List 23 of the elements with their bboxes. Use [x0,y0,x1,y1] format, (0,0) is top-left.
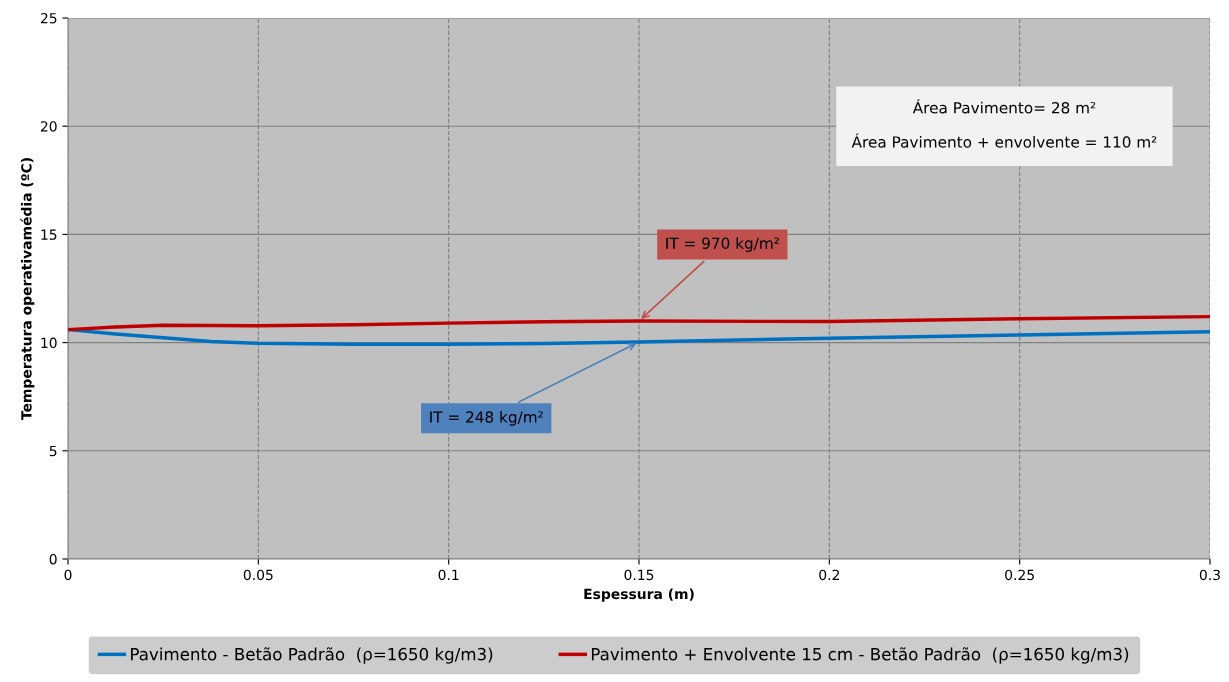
line-series [68,314,1210,332]
y-tick-label: 15 [41,229,57,240]
y-tick-label: 0 [49,553,57,565]
x-tick-label: 0 [64,569,72,581]
y-tick-label: 25 [40,12,57,24]
x-tick-label: 0.25 [1005,569,1034,581]
legend-label: Pavimento + Envolvente 15 cm - Betão Padrão (ρ=1650 kg/m3) [591,647,1129,664]
y-axis-title: Temperatura operativamédia (ºC) [20,158,35,421]
x-tick-label: 0.15 [624,569,654,581]
y-tick-label: 20 [40,121,57,132]
annotation: IT = 970 kg/m² [666,237,779,252]
line-series [68,327,1210,347]
legend-label: Pavimento - Betão Padrão (ρ=1650 kg/m3) [131,647,493,664]
annotation: IT = 248 kg/m² [430,410,543,426]
x-tick-label: 0.05 [243,569,273,581]
y-tick-label: 10 [41,337,57,349]
x-tick-label: 0.1 [438,569,459,581]
x-tick-label: 0.2 [819,569,839,581]
annotation: Área Pavimento + envolvente = 110 m² [851,133,1157,148]
annotation: Área Pavimento= 28 m² [912,99,1096,114]
x-axis-title: Espessura (m) [584,588,694,602]
y-tick-label: 5 [49,445,57,457]
x-tick-label: 0.3 [1199,569,1220,581]
